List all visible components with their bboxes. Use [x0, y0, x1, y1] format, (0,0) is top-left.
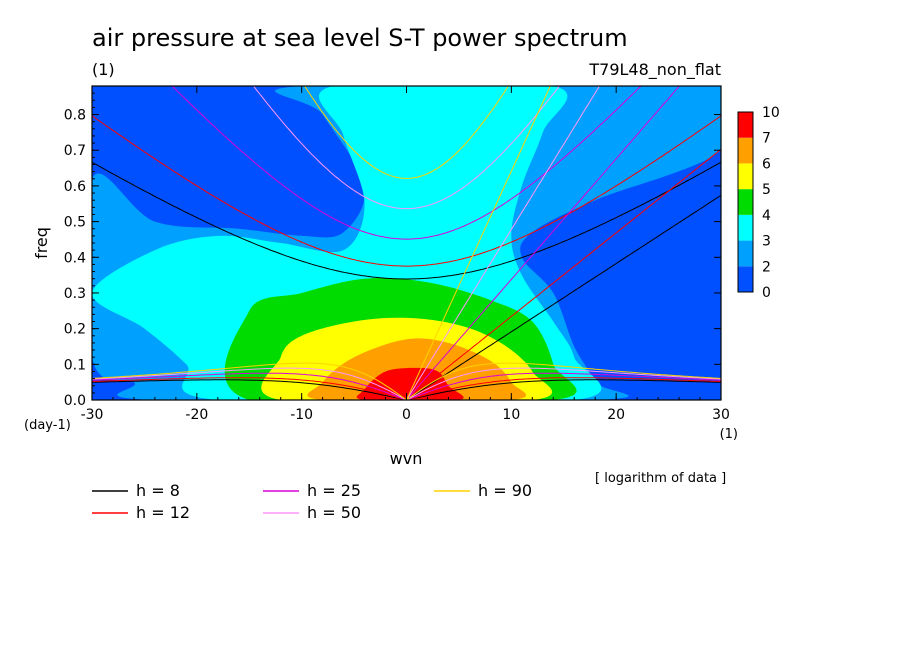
gravity-wave-h50	[252, 86, 561, 210]
y-tick-label: 0.5	[64, 215, 86, 231]
gravity-wave-h8	[92, 161, 721, 280]
colorbar-label: 3	[762, 234, 771, 250]
colorbar-label: 4	[762, 208, 771, 224]
rossby-wave-h25	[92, 372, 721, 400]
x-tick-label: 10	[502, 407, 520, 423]
legend-entry: h = 25	[307, 481, 361, 500]
colorbar-swatch	[738, 112, 753, 138]
gravity-wave-h25	[171, 86, 642, 240]
y-tick-label: 0.3	[64, 286, 86, 302]
y-tick-label: 0.8	[64, 108, 86, 124]
colorbar-label: 6	[762, 156, 771, 172]
colorbar-label: 5	[762, 182, 771, 198]
chart-title: air pressure at sea level S-T power spec…	[92, 24, 628, 52]
kelvin-wave-h12	[406, 148, 721, 400]
colorbar-label: 7	[762, 131, 771, 147]
y-tick-label: 0.6	[64, 179, 86, 195]
x-axis-unit: (1)	[720, 427, 738, 442]
rossby-wave-h50	[92, 367, 721, 400]
colorbar: 0 2 3 4 5 6 7 10	[737, 105, 780, 301]
y-axis-unit: (day-1)	[24, 418, 71, 433]
y-tick-label: 0.4	[64, 250, 86, 266]
colorbar-swatch	[738, 189, 753, 215]
kelvin-wave-h90	[406, 86, 551, 400]
kelvin-wave-h25	[406, 86, 681, 400]
x-tick-label: -20	[185, 407, 208, 423]
colorbar-swatch	[738, 163, 753, 190]
gravity-wave-h90	[304, 86, 509, 179]
x-axis-label: wvn	[390, 449, 423, 468]
colorbar-label: 10	[762, 105, 780, 121]
legend-entry: h = 12	[136, 503, 190, 522]
y-tick-label: 0.7	[64, 143, 86, 159]
title-unit: (1)	[92, 60, 115, 79]
kelvin-wave-h8	[406, 194, 721, 400]
legend-entry: h = 90	[478, 481, 532, 500]
model-label: T79L48_non_flat	[588, 60, 721, 80]
legend-entry: h = 50	[307, 503, 361, 522]
colorbar-swatch	[738, 266, 753, 292]
colorbar-label: 0	[762, 285, 771, 301]
kelvin-wave-h50	[406, 86, 601, 400]
x-tick-label: 0	[402, 407, 411, 423]
gravity-wave-h12	[92, 115, 721, 267]
colorbar-label: 2	[762, 259, 771, 275]
plot-area: -30 -20 -10 0 10 20 30 0.0 0.1 0.2 0.3 0.4 0.5 0.6 0.7…	[64, 85, 730, 423]
y-tick-label: 0.1	[64, 357, 86, 373]
colorbar-frame	[737, 111, 754, 293]
x-tick-label: 20	[607, 407, 625, 423]
data-note: [ logarithm of data ]	[595, 471, 726, 486]
y-tick-label: 0.0	[64, 393, 86, 409]
y-axis-label: freq	[32, 227, 51, 259]
rossby-wave-h90	[92, 362, 721, 400]
rossby-wave-h8	[92, 379, 721, 400]
colorbar-swatch	[738, 137, 753, 164]
x-tick-label: -10	[290, 407, 313, 423]
y-tick-label: 0.2	[64, 322, 86, 338]
x-tick-label: -30	[81, 407, 104, 423]
colorbar-swatch	[738, 214, 753, 241]
legend-entry: h = 8	[136, 481, 180, 500]
legend: h = 8 h = 12 h = 25 h = 50 h = 90	[92, 481, 532, 522]
rossby-wave-h12	[92, 377, 721, 400]
colorbar-swatch	[738, 240, 753, 267]
x-tick-label: 30	[712, 407, 730, 423]
